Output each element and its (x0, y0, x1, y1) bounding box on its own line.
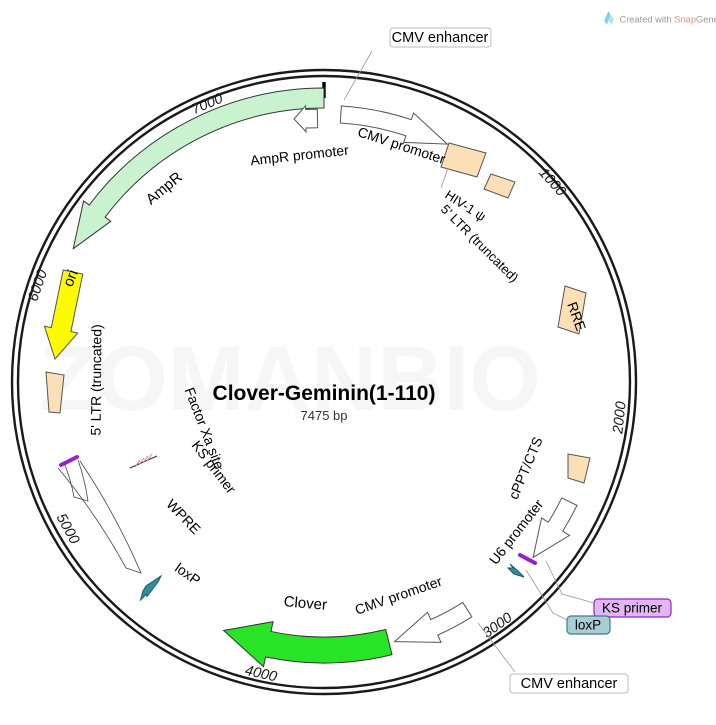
svg-text:CMV enhancer: CMV enhancer (521, 676, 618, 692)
svg-text:CMV promoter: CMV promoter (353, 573, 445, 618)
svg-text:loxP: loxP (172, 560, 203, 589)
svg-text:Created with SnapGene®: Created with SnapGene® (620, 14, 716, 25)
svg-text:4000: 4000 (243, 663, 278, 686)
svg-text:6000: 6000 (25, 268, 51, 304)
svg-text:KS primer: KS primer (602, 601, 663, 616)
svg-text:AmpR: AmpR (143, 169, 186, 209)
svg-text:Clover-Geminin(1-110): Clover-Geminin(1-110) (213, 382, 436, 405)
svg-text:ZOMANBIO: ZOMANBIO (40, 328, 541, 430)
svg-text:1000: 1000 (535, 165, 568, 200)
svg-text:CMV enhancer: CMV enhancer (392, 30, 489, 46)
svg-text:Clover: Clover (283, 593, 328, 614)
svg-text:5' LTR (truncated): 5' LTR (truncated) (88, 324, 105, 435)
svg-text:3000: 3000 (480, 610, 516, 642)
svg-text:7475 bp: 7475 bp (301, 408, 348, 423)
svg-text:WPRE: WPRE (163, 496, 204, 537)
svg-text:U6 promoter: U6 promoter (486, 496, 547, 567)
svg-text:AmpR promoter: AmpR promoter (249, 142, 349, 169)
svg-text:cPPT/CTS: cPPT/CTS (505, 434, 546, 501)
svg-text:loxP: loxP (575, 618, 601, 633)
